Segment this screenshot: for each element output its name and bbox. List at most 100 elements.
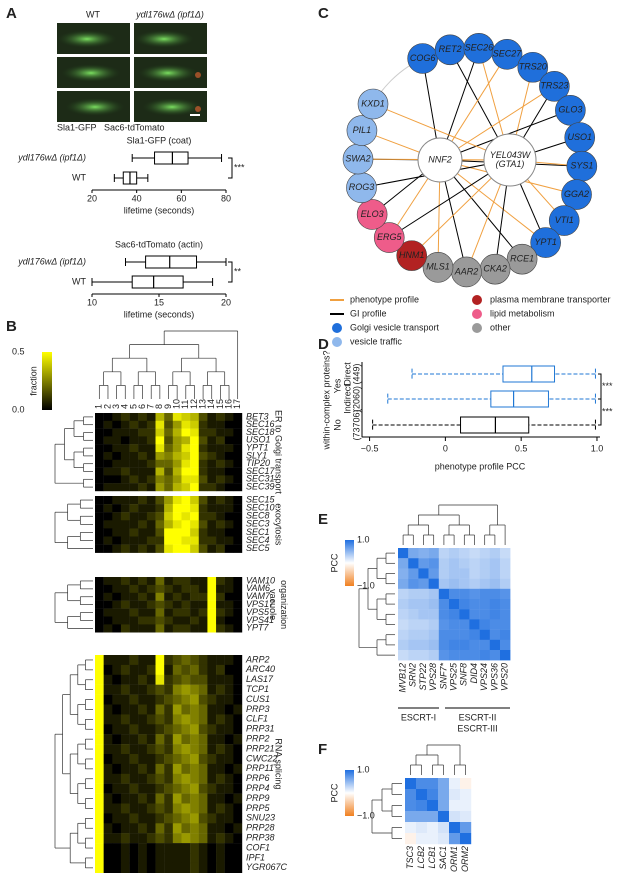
heat-cell bbox=[224, 413, 234, 421]
heat-cell bbox=[146, 664, 156, 675]
legend-swatch bbox=[332, 337, 342, 347]
heat-cell bbox=[224, 744, 234, 755]
heat-cell bbox=[224, 452, 234, 460]
heat-cell bbox=[129, 496, 139, 505]
heat-cell bbox=[408, 568, 419, 579]
heat-cell bbox=[155, 823, 165, 834]
row-label: SEC15 bbox=[246, 494, 276, 504]
heat-cell bbox=[155, 436, 165, 445]
heat-cell bbox=[138, 823, 148, 834]
heat-cell bbox=[198, 843, 208, 854]
heat-cell bbox=[138, 512, 148, 521]
heat-cell bbox=[233, 843, 243, 854]
micrograph-signal bbox=[65, 98, 125, 116]
heat-cell bbox=[198, 536, 208, 545]
row-label: VPS17 bbox=[246, 599, 275, 609]
heat-cell bbox=[164, 694, 174, 705]
heat-cell bbox=[408, 619, 419, 630]
heat-cell bbox=[408, 629, 419, 640]
heat-cell bbox=[155, 763, 165, 774]
heat-cell bbox=[427, 800, 439, 812]
heat-cell bbox=[103, 577, 113, 586]
whisker bbox=[131, 154, 155, 162]
heat-cell bbox=[112, 714, 122, 725]
heat-cell bbox=[138, 694, 148, 705]
heat-cell bbox=[181, 544, 191, 553]
heat-cell bbox=[233, 436, 243, 445]
heat-cell bbox=[172, 684, 182, 695]
heat-cell bbox=[181, 483, 191, 492]
heat-cell bbox=[489, 588, 501, 600]
gene-node bbox=[373, 222, 405, 253]
heat-cell bbox=[198, 420, 208, 429]
heat-cell bbox=[129, 577, 139, 586]
heat-cell bbox=[489, 558, 501, 569]
heat-cell bbox=[224, 833, 234, 844]
heat-cell bbox=[224, 544, 234, 553]
heat-cell bbox=[172, 444, 182, 453]
heat-cell bbox=[138, 813, 148, 824]
heat-cell bbox=[190, 600, 199, 609]
heat-cell bbox=[416, 833, 428, 845]
heat-cell bbox=[408, 548, 419, 559]
row-label: VAM10 bbox=[246, 575, 275, 585]
row-label: SEC10 bbox=[246, 503, 275, 513]
group-label: organization bbox=[279, 580, 289, 629]
heat-cell bbox=[146, 624, 156, 633]
heat-cell bbox=[112, 763, 122, 774]
heat-cell bbox=[172, 724, 182, 735]
gene-label: RET2 bbox=[439, 44, 462, 54]
heat-cell bbox=[129, 734, 139, 745]
heat-cell bbox=[224, 783, 234, 794]
heat-cell bbox=[155, 624, 165, 633]
row-label: ARC40 bbox=[245, 664, 275, 674]
heat-cell bbox=[449, 578, 460, 589]
heat-cell bbox=[120, 694, 130, 705]
heat-cell bbox=[120, 754, 130, 765]
heat-cell bbox=[146, 608, 156, 617]
heat-cell bbox=[459, 548, 470, 559]
heat-cell bbox=[129, 655, 139, 666]
heat-cell bbox=[95, 512, 104, 521]
heat-cell bbox=[112, 783, 122, 794]
panel-label: E bbox=[318, 511, 328, 528]
heat-cell bbox=[172, 428, 182, 437]
heat-cell bbox=[172, 584, 182, 593]
heat-cell bbox=[120, 428, 130, 437]
heat-cell bbox=[198, 584, 208, 593]
row-label: YGR067C bbox=[246, 862, 288, 872]
heat-cell bbox=[120, 584, 130, 593]
x-tick-label: −0.5 bbox=[361, 443, 379, 453]
whisker bbox=[91, 278, 133, 286]
gene-label: YPT1 bbox=[534, 237, 557, 247]
heat-cell bbox=[405, 833, 417, 845]
heat-cell bbox=[216, 577, 225, 586]
heat-cell bbox=[449, 800, 461, 812]
heat-cell bbox=[146, 714, 156, 725]
heat-cell bbox=[146, 420, 156, 429]
group-label: Yes bbox=[332, 378, 342, 393]
heat-cell bbox=[181, 577, 191, 586]
heat-cell bbox=[155, 655, 165, 666]
heat-cell bbox=[120, 520, 130, 529]
heat-cell bbox=[95, 793, 104, 804]
legend-label: plasma membrane transporter bbox=[490, 294, 611, 304]
sig-bracket bbox=[598, 373, 602, 400]
heat-cell bbox=[112, 793, 122, 804]
heat-cell bbox=[469, 558, 480, 569]
heat-cell bbox=[224, 428, 234, 437]
heat-cell bbox=[216, 452, 225, 460]
heat-cell bbox=[172, 483, 182, 492]
heat-cell bbox=[500, 639, 511, 651]
heat-cell bbox=[224, 664, 234, 675]
heat-cell bbox=[155, 843, 165, 854]
box bbox=[145, 255, 198, 269]
heat-cell bbox=[155, 528, 165, 537]
heat-cell bbox=[207, 608, 217, 617]
heat-cell bbox=[95, 624, 104, 633]
heat-cell bbox=[120, 467, 130, 476]
heat-cell bbox=[112, 704, 122, 715]
row-label: SEC4 bbox=[246, 535, 270, 545]
heat-cell bbox=[190, 704, 199, 715]
